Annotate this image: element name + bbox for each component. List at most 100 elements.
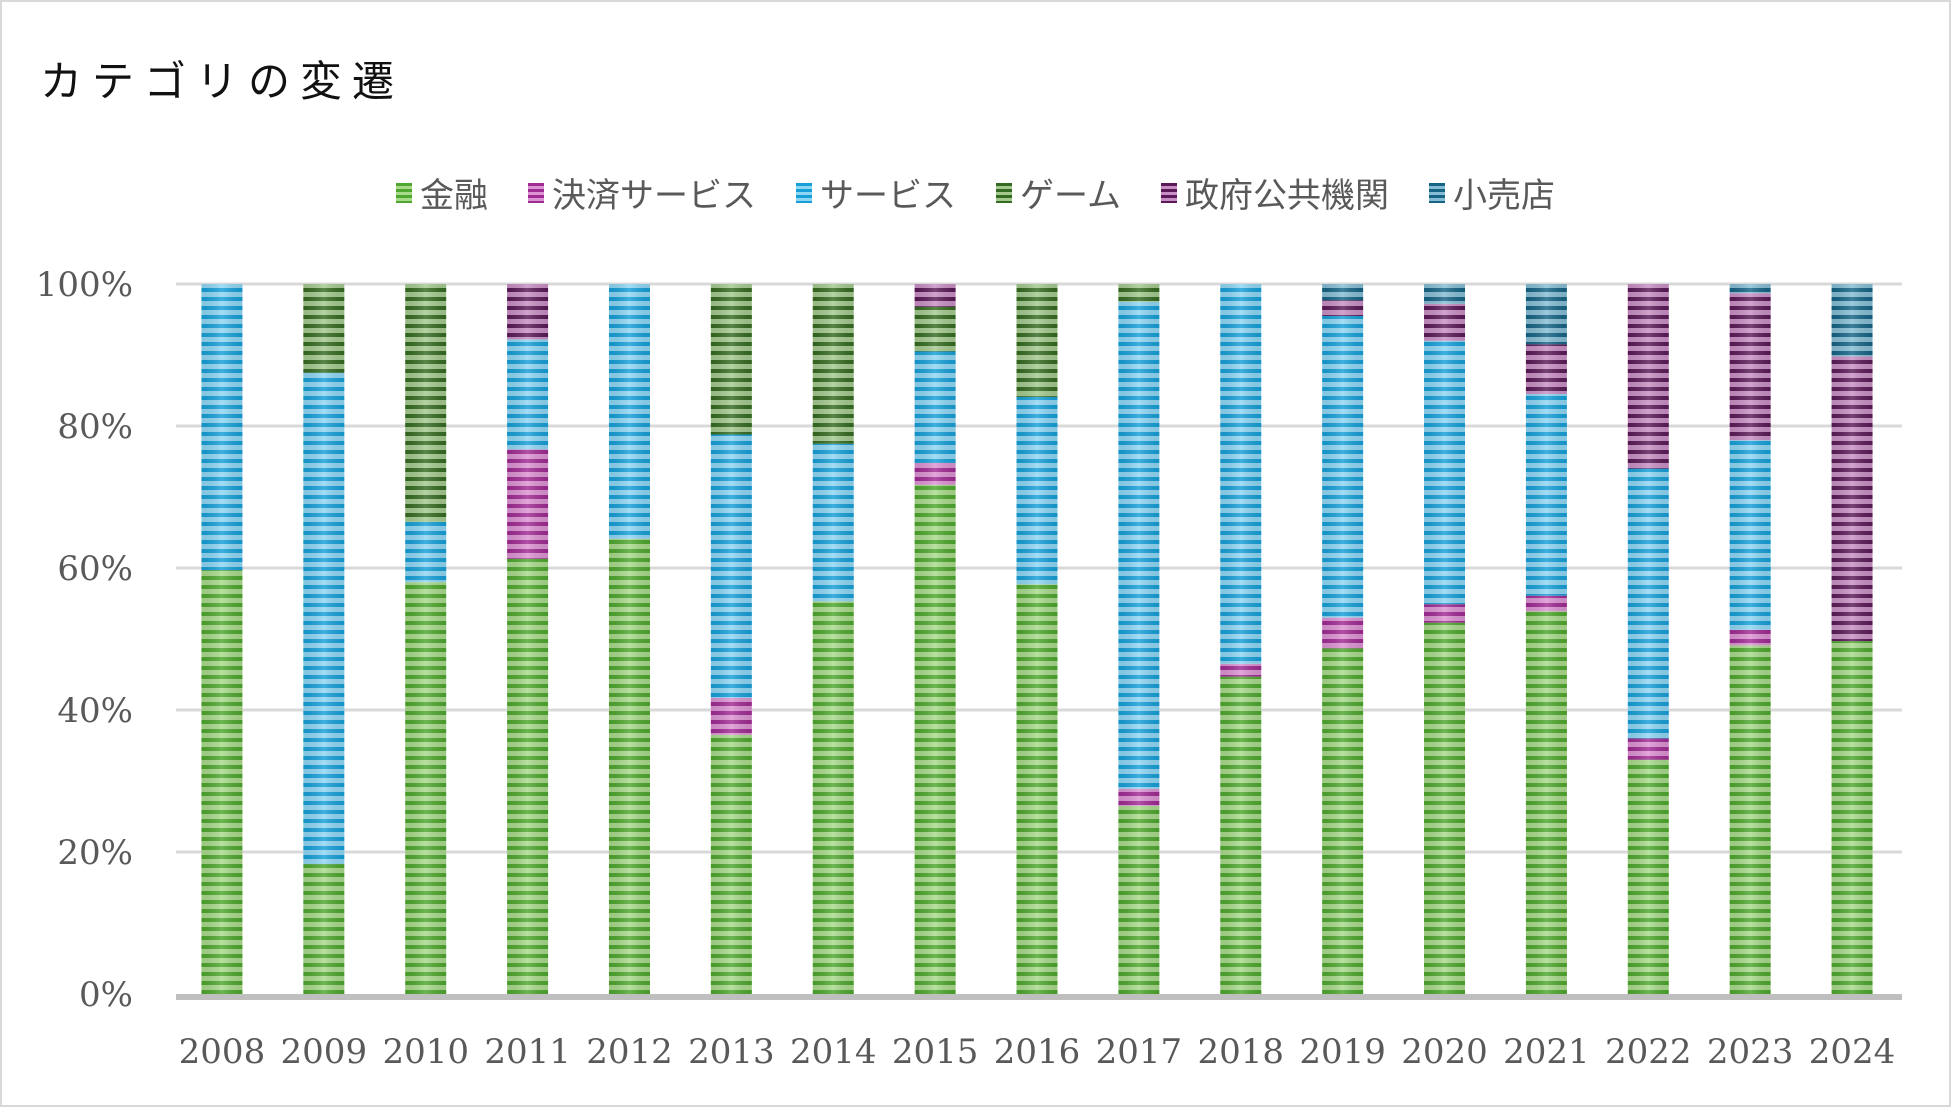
chart-title: カテゴリの変遷 <box>40 57 405 106</box>
bar-segment-shade <box>1322 284 1364 301</box>
bar-segment-shade <box>1627 284 1669 469</box>
x-tick-label: 2023 <box>1707 1032 1794 1072</box>
legend-item: サービス <box>796 168 956 217</box>
bar-segment-shade <box>1627 468 1669 739</box>
bar-segment-shade <box>1118 301 1160 789</box>
legend-swatch <box>996 182 1012 203</box>
bar-stack <box>1322 284 1364 994</box>
bar-segment-shade <box>1424 622 1466 994</box>
bar-segment-shade <box>914 462 956 485</box>
bar-segment-shade <box>1525 344 1567 395</box>
legend-label: ゲーム <box>1020 176 1121 216</box>
legend-swatch <box>396 182 412 203</box>
x-axis-ticks: 2008 2009 2010 2011 2012 2013 2014 2015 2016 2017… <box>179 1032 1896 1072</box>
bar-segment-shade <box>1729 440 1771 630</box>
bar-segment-shade <box>1220 663 1262 677</box>
bar-segment-shade <box>1627 738 1669 760</box>
x-tick-label: 2013 <box>688 1032 775 1072</box>
bar-segment-shade <box>1424 284 1466 304</box>
y-tick-label: 80% <box>57 407 133 447</box>
bar-segment-shade <box>507 449 549 559</box>
bar-stack <box>1729 284 1771 994</box>
legend-label: 小売店 <box>1452 176 1555 216</box>
bar-stack <box>812 284 854 994</box>
bar-stack <box>1220 284 1262 994</box>
bar-segment-shade <box>1525 284 1567 345</box>
bar-segment-shade <box>710 697 752 735</box>
bar-stack <box>1016 284 1058 994</box>
bar-segment-shade <box>1322 617 1364 649</box>
x-tick-label: 2008 <box>179 1032 266 1072</box>
bar-segment-shade <box>1118 805 1160 994</box>
y-tick-label: 0% <box>79 975 133 1015</box>
x-tick-label: 2010 <box>382 1032 469 1072</box>
bar-stack <box>405 284 447 994</box>
bar-stack <box>1424 284 1466 994</box>
bar-segment-shade <box>303 284 345 373</box>
bar-segment-shade <box>1525 611 1567 994</box>
x-tick-label: 2018 <box>1197 1032 1284 1072</box>
bar-segment-shade <box>1016 396 1058 585</box>
x-tick-label: 2009 <box>281 1032 368 1072</box>
y-axis-ticks: 0% 20% 40% 60% 80% 100% <box>36 265 133 1015</box>
bar-segment-shade <box>201 284 243 571</box>
bar-segment-shade <box>1831 356 1873 642</box>
legend-label: サービス <box>820 176 956 216</box>
bar-segment-shade <box>405 284 447 522</box>
bar-segment-shade <box>507 558 549 994</box>
bar-segment-shade <box>914 351 956 463</box>
x-tick-label: 2012 <box>586 1032 673 1072</box>
x-tick-label: 2021 <box>1503 1032 1590 1072</box>
bar-segment-shade <box>914 484 956 994</box>
bar-segment-shade <box>1627 759 1669 994</box>
bar-segment-shade <box>1322 315 1364 618</box>
bar-segment-shade <box>710 734 752 994</box>
bar-stack <box>914 284 956 994</box>
bar-segment-shade <box>1016 584 1058 994</box>
y-tick-label: 60% <box>57 549 133 589</box>
y-tick-label: 100% <box>36 265 133 305</box>
bar-segment-shade <box>201 570 243 994</box>
bar-segment-shade <box>812 284 854 444</box>
legend-swatch <box>528 182 544 203</box>
bar-segment-shade <box>710 284 752 435</box>
bar-segment-shade <box>608 538 650 994</box>
bar-segment-shade <box>1729 629 1771 646</box>
x-tick-label: 2015 <box>892 1032 979 1072</box>
bar-segment-shade <box>1424 604 1466 623</box>
legend-swatch <box>1428 182 1445 203</box>
bar-segment-shade <box>1220 284 1262 664</box>
bar-segment-shade <box>507 284 549 340</box>
y-tick-label: 40% <box>57 691 133 731</box>
legend-item: 決済サービス <box>528 168 756 217</box>
bar-stack <box>201 284 243 994</box>
x-tick-label: 2024 <box>1809 1032 1896 1072</box>
bar-segment-shade <box>710 434 752 698</box>
bar-segment-shade <box>1424 340 1466 605</box>
bar-segment-shade <box>303 372 345 865</box>
legend-swatch <box>1160 182 1177 203</box>
bar-segment-shade <box>1831 284 1873 357</box>
bar-segment-shade <box>405 582 447 994</box>
bar-segment-shade <box>1729 645 1771 994</box>
bar-segment-shade <box>1729 293 1771 441</box>
legend-item: ゲーム <box>996 168 1121 217</box>
bar-segment-shade <box>1220 676 1262 994</box>
bar-segment-shade <box>608 284 650 539</box>
bar-segment-shade <box>1729 284 1771 294</box>
bar-stack <box>1525 284 1567 994</box>
bar-segment-shade <box>1322 300 1364 316</box>
bar-segment-shade <box>1118 788 1160 806</box>
legend-swatch <box>796 182 812 203</box>
bar-segment-shade <box>405 521 447 583</box>
bar-segment-shade <box>1322 648 1364 994</box>
bar-stack <box>1627 284 1669 994</box>
bar-segment-shade <box>914 306 956 352</box>
bar-segment-shade <box>303 864 345 994</box>
legend-item: 小売店 <box>1428 168 1555 217</box>
bars <box>201 284 1873 994</box>
bar-stack <box>507 284 549 994</box>
bar-stack <box>1831 284 1873 994</box>
bar-segment-shade <box>1525 394 1567 596</box>
